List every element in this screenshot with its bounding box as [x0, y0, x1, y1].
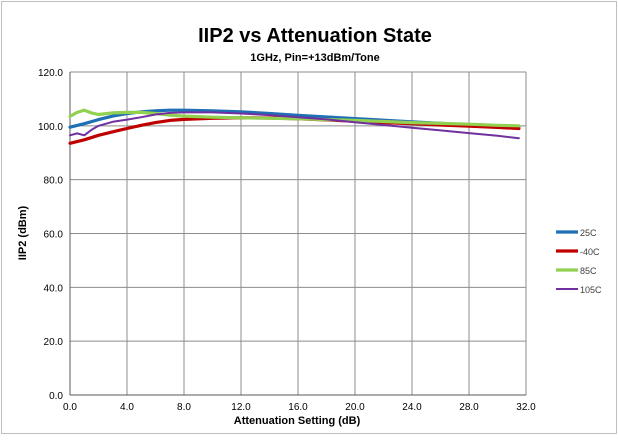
x-axis-label: Attenuation Setting (dB) — [234, 415, 361, 427]
x-tick-label: 20.0 — [345, 402, 365, 413]
y-tick-label: 60.0 — [44, 230, 64, 241]
x-tick-label: 24.0 — [402, 402, 422, 413]
x-tick-label: 32.0 — [516, 402, 536, 413]
x-tick-label: 16.0 — [288, 402, 308, 413]
chart-title: IIP2 vs Attenuation State — [198, 25, 432, 47]
x-tick-label: 8.0 — [177, 402, 191, 413]
y-axis-label: IIP2 (dBm) — [17, 205, 29, 260]
series-lines — [68, 108, 521, 145]
legend: 25C -40C 85C 105C — [556, 228, 602, 295]
y-tick-label: 100.0 — [38, 122, 63, 133]
legend-label: 105C — [580, 285, 602, 295]
x-tick-label: 0.0 — [63, 402, 77, 413]
y-tick-label: 40.0 — [44, 283, 64, 294]
legend-label: 25C — [580, 228, 597, 238]
x-tick-label: 28.0 — [459, 402, 479, 413]
x-tick-label: 4.0 — [120, 402, 134, 413]
x-tick-label: 12.0 — [231, 402, 251, 413]
y-tick-label: 80.0 — [44, 176, 64, 187]
chart-subtitle: 1GHz, Pin=+13dBm/Tone — [250, 52, 379, 64]
y-tick-label: 20.0 — [44, 337, 64, 348]
legend-label: 85C — [580, 266, 597, 276]
legend-label: -40C — [580, 247, 600, 257]
y-tick-label: 0.0 — [49, 391, 63, 402]
y-tick-label: 120.0 — [38, 68, 63, 79]
series-line-105C — [69, 111, 520, 140]
series-line-85C — [68, 108, 521, 128]
tick-labels: 0.0 4.0 8.0 12.0 16.0 20.0 24.0 28.0 32.0 0.0 20.0… — [38, 68, 536, 413]
